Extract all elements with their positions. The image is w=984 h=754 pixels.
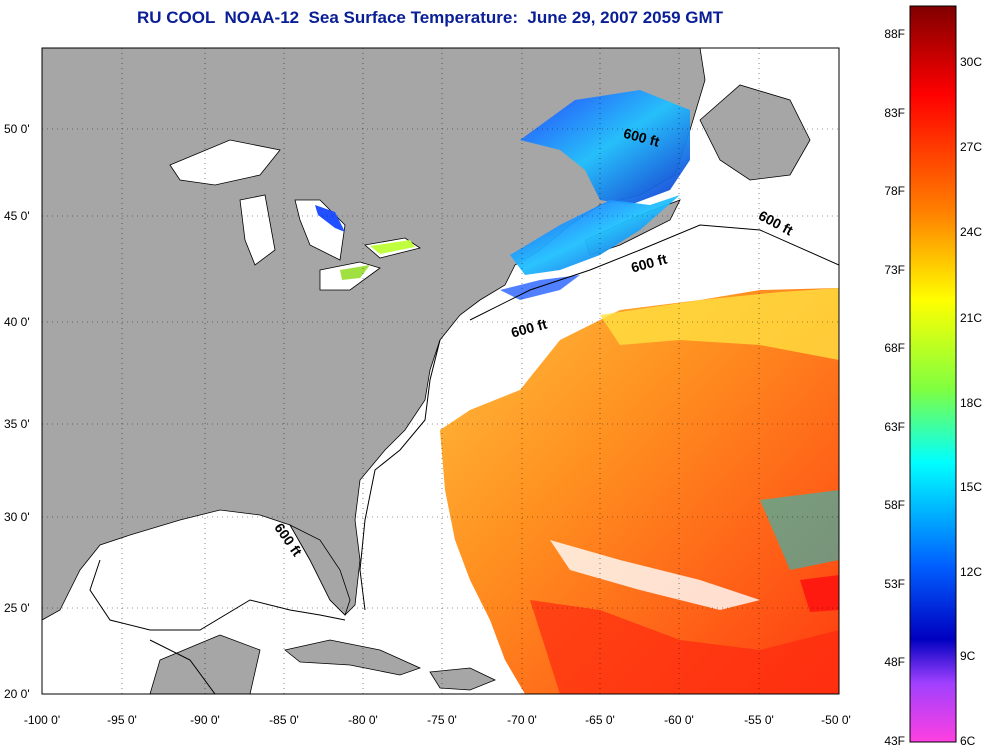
colorbar-f-label: 48F <box>884 655 905 669</box>
lon-tick: -80 0' <box>348 713 378 727</box>
colorbar-f-label: 43F <box>884 734 905 748</box>
colorbar-f-label: 58F <box>884 498 905 512</box>
longitude-axis: -100 0' -95 0' -90 0' -85 0' -80 0' -75 … <box>24 713 851 727</box>
lon-tick: -95 0' <box>107 713 137 727</box>
great-lakes <box>169 139 421 291</box>
colorbar-c-label: 15C <box>960 480 982 494</box>
colorbar-c-label: 18C <box>960 396 982 410</box>
contour-600ft-east <box>469 224 839 321</box>
land-newfoundland <box>699 84 811 181</box>
land-cuba <box>284 639 422 676</box>
colorbar-c-label: 21C <box>960 311 982 325</box>
colorbar-f-label: 63F <box>884 420 905 434</box>
colorbar-c-label: 12C <box>960 565 982 579</box>
lat-tick: 50 0' <box>4 122 30 136</box>
colorbar-f-label: 53F <box>884 577 905 591</box>
cold-water-gulf-st-lawrence <box>520 90 690 205</box>
warm-water-atlantic <box>440 288 839 694</box>
lon-tick: -90 0' <box>190 713 220 727</box>
contour-600ft-gulf <box>89 559 346 631</box>
lat-tick: 40 0' <box>4 315 30 329</box>
lon-tick: -70 0' <box>507 713 537 727</box>
colorbar-scale <box>909 5 957 743</box>
lon-tick: -55 0' <box>744 713 774 727</box>
colorbar-f-label: 68F <box>884 341 905 355</box>
lon-tick: -75 0' <box>427 713 457 727</box>
lat-tick: 45 0' <box>4 209 30 223</box>
colorbar-c-label: 9C <box>960 649 976 663</box>
lat-tick: 30 0' <box>4 510 30 524</box>
colorbar-f-label: 88F <box>884 27 905 41</box>
lat-tick: 20 0' <box>4 687 30 701</box>
land-yucatan <box>149 634 261 694</box>
lon-tick: -60 0' <box>664 713 694 727</box>
latitude-axis: 50 0' 45 0' 40 0' 35 0' 30 0' 25 0' 20 0… <box>4 122 30 701</box>
colorbar-f-label: 73F <box>884 263 905 277</box>
colorbar-c-label: 30C <box>960 55 982 69</box>
colorbar-c-label: 27C <box>960 140 982 154</box>
map-title: RU COOL NOAA-12 Sea Surface Temperature:… <box>136 8 724 27</box>
colorbar-f-label: 83F <box>884 106 905 120</box>
colorbar-f-label: 78F <box>884 184 905 198</box>
lon-tick: -65 0' <box>585 713 615 727</box>
contour-600ft-southeast <box>359 339 441 611</box>
lon-tick: -100 0' <box>24 713 60 727</box>
lat-tick: 35 0' <box>4 417 30 431</box>
lat-tick: 25 0' <box>4 601 30 615</box>
colorbar-c-label: 6C <box>960 734 976 748</box>
lon-tick: -85 0' <box>269 713 299 727</box>
lon-tick: -50 0' <box>821 713 851 727</box>
colorbar: 88F 83F 78F 73F 68F 63F 58F 53F 48F 43F … <box>884 5 982 748</box>
colorbar-c-label: 24C <box>960 225 982 239</box>
